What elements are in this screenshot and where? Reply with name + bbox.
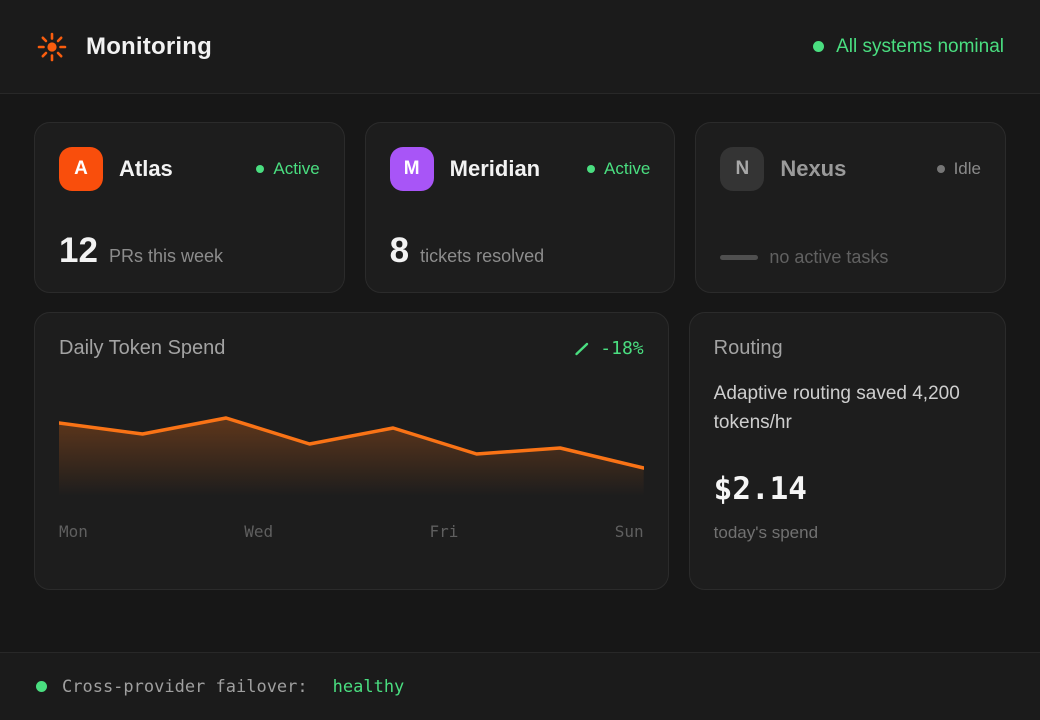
agent-card-meridian[interactable]: M Meridian Active 8 tickets resolved — [364, 122, 676, 293]
agent-card-nexus[interactable]: N Nexus Idle no active tasks — [695, 122, 1006, 293]
status-dot-icon — [587, 165, 596, 173]
routing-card[interactable]: Routing Adaptive routing saved 4,200 tok… — [688, 312, 1006, 590]
routing-title: Routing — [713, 337, 783, 359]
chart-x-axis: Mon Wed Fri Sun — [59, 522, 644, 541]
agent-status-badge: Active — [587, 159, 650, 179]
spend-amount-label: today's spend — [713, 523, 819, 542]
status-dot-icon — [936, 165, 945, 173]
agent-avatar-meridian: M — [389, 147, 434, 191]
agent-card-atlas[interactable]: A Atlas Active 12 PRs this week — [34, 122, 345, 293]
failover-label: Cross-provider failover: — [62, 676, 308, 697]
token-spend-card[interactable]: Daily Token Spend -18% — [34, 312, 669, 590]
agent-avatar-nexus: N — [720, 147, 765, 191]
agent-status-label: Active — [273, 159, 320, 178]
agent-name: Nexus — [780, 156, 847, 181]
system-status-label: All systems nominal — [836, 35, 1004, 57]
chart-title: Daily Token Spend — [59, 337, 226, 359]
chart-line — [59, 416, 644, 470]
stat-value: 8 — [389, 231, 410, 270]
x-tick-label: Sun — [614, 522, 644, 541]
agent-header: N Nexus Idle — [720, 147, 981, 191]
system-status: All systems nominal — [813, 36, 1004, 58]
agent-status-label: Active — [604, 159, 651, 178]
agent-status-badge: Idle — [936, 159, 981, 179]
agent-stat: no active tasks — [720, 247, 981, 268]
footer-status-bar: Cross-provider failover: healthy — [0, 652, 1040, 720]
spend-amount: $2.14 — [713, 471, 807, 507]
sun-icon — [37, 32, 67, 61]
no-tasks-dash-icon — [720, 255, 759, 260]
status-dot-icon — [36, 681, 47, 692]
page-title: Monitoring — [86, 32, 212, 60]
chart-delta-value: -18% — [600, 338, 644, 359]
x-tick-label: Wed — [244, 522, 274, 541]
agent-header: A Atlas Active — [59, 147, 320, 191]
stat-label: tickets resolved — [420, 246, 545, 266]
agent-stat: 12 PRs this week — [59, 233, 320, 268]
x-tick-label: Mon — [59, 522, 88, 541]
routing-description: Adaptive routing saved 4,200 tokens/hr — [713, 383, 960, 433]
stat-value: 12 — [59, 231, 98, 270]
agent-stat: 8 tickets resolved — [390, 233, 651, 268]
agent-avatar-atlas: A — [59, 147, 103, 191]
stat-label: PRs this week — [108, 246, 223, 266]
chart-header: Daily Token Spend -18% — [59, 337, 644, 360]
agent-name: Atlas — [119, 156, 173, 181]
status-dot-icon — [256, 165, 265, 173]
agent-status-label: Idle — [953, 159, 981, 178]
agent-name: Meridian — [449, 156, 541, 181]
x-tick-label: Fri — [429, 522, 459, 541]
agent-cards-row: A Atlas Active 12 PRs this week M Meridi… — [34, 122, 1006, 293]
agent-status-badge: Active — [256, 159, 320, 179]
header: Monitoring All systems nominal — [0, 0, 1040, 94]
agent-header: M Meridian Active — [389, 147, 650, 191]
failover-value: healthy — [332, 676, 405, 697]
bottom-row: Daily Token Spend -18% — [34, 312, 1006, 590]
trend-line-icon — [575, 342, 589, 355]
stat-label: no active tasks — [769, 247, 889, 267]
chart-delta: -18% — [574, 338, 644, 359]
main-content: A Atlas Active 12 PRs this week M Meridi… — [0, 94, 1040, 652]
token-spend-chart — [59, 416, 644, 496]
status-dot-icon — [813, 41, 825, 52]
chart-area-fill — [59, 418, 644, 496]
